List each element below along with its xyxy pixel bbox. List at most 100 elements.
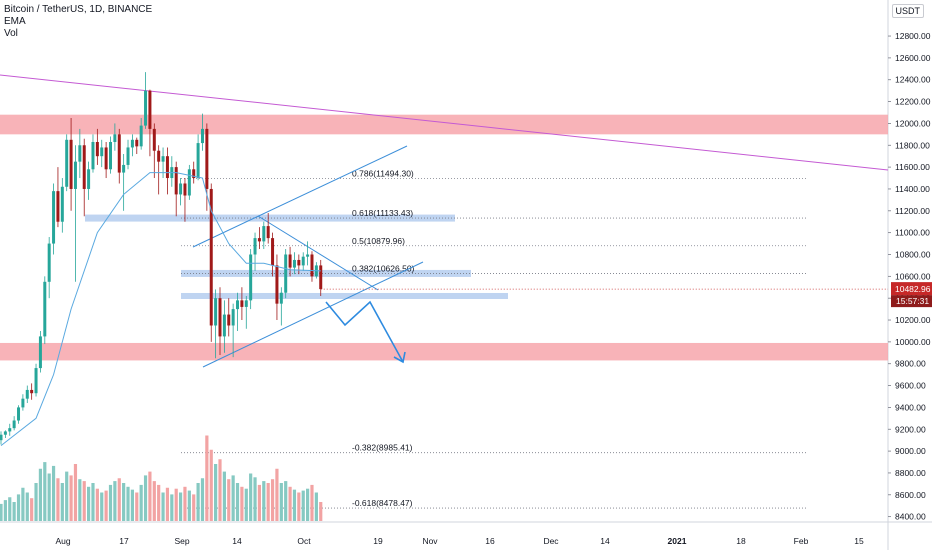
support-zone[interactable]: [0, 342, 888, 361]
candle[interactable]: [262, 221, 266, 250]
candle[interactable]: [236, 292, 240, 331]
candle[interactable]: [113, 123, 117, 151]
candle[interactable]: [38, 330, 42, 373]
candle[interactable]: [65, 134, 69, 192]
candle[interactable]: [174, 161, 178, 217]
candle[interactable]: [231, 303, 235, 358]
candle[interactable]: [222, 300, 226, 353]
candle[interactable]: [179, 178, 183, 206]
candle-body: [257, 238, 261, 242]
candle[interactable]: [34, 363, 38, 397]
candle[interactable]: [60, 178, 64, 233]
candle[interactable]: [218, 287, 222, 355]
candle[interactable]: [130, 134, 134, 157]
candle[interactable]: [148, 89, 152, 157]
volume-bar: [174, 488, 178, 521]
support-blue-zone[interactable]: [181, 292, 508, 299]
candle[interactable]: [17, 405, 21, 424]
candle[interactable]: [56, 167, 60, 228]
candle[interactable]: [12, 416, 16, 431]
candle[interactable]: [69, 117, 73, 211]
candle[interactable]: [30, 383, 34, 400]
candle-body: [306, 254, 310, 257]
ema-legend[interactable]: EMA: [4, 16, 26, 27]
candle[interactable]: [301, 252, 305, 271]
candle[interactable]: [297, 254, 301, 275]
candle[interactable]: [240, 287, 244, 321]
candle-body: [69, 139, 73, 189]
ema-line[interactable]: [0, 172, 321, 447]
candle[interactable]: [257, 227, 261, 250]
candle[interactable]: [95, 128, 99, 165]
candle[interactable]: [87, 161, 91, 200]
y-tick-label: 10800.00: [895, 249, 931, 259]
currency-badge[interactable]: USDT: [891, 4, 924, 18]
candle[interactable]: [78, 128, 82, 179]
channel-lower-line[interactable]: [202, 261, 424, 368]
candle[interactable]: [271, 232, 275, 277]
candle[interactable]: [104, 141, 108, 179]
candle-body: [38, 336, 42, 369]
candle[interactable]: [200, 113, 204, 151]
candle[interactable]: [91, 134, 95, 173]
candle[interactable]: [306, 241, 310, 266]
candle[interactable]: [135, 137, 139, 155]
candle[interactable]: [82, 138, 86, 217]
candle[interactable]: [0, 431, 3, 445]
candle[interactable]: [284, 249, 288, 299]
candle-body: [3, 431, 7, 435]
candle[interactable]: [161, 147, 165, 179]
candle[interactable]: [122, 154, 126, 211]
wedge-top-line[interactable]: [257, 215, 379, 291]
fib-zone-618[interactable]: [85, 214, 455, 222]
projection-path[interactable]: [325, 300, 404, 363]
candle[interactable]: [100, 139, 104, 168]
candle[interactable]: [319, 259, 323, 296]
candle-body: [174, 167, 178, 195]
candle-body: [8, 428, 12, 432]
channel-upper-line[interactable]: [192, 145, 408, 248]
candle-body: [214, 298, 218, 326]
candle[interactable]: [117, 128, 121, 184]
candle[interactable]: [8, 423, 12, 436]
candle[interactable]: [52, 183, 56, 255]
candle[interactable]: [279, 287, 283, 326]
resistance-zone[interactable]: [0, 114, 888, 135]
candle[interactable]: [3, 430, 7, 438]
candle[interactable]: [43, 276, 47, 345]
candle-body: [82, 145, 86, 189]
candle[interactable]: [244, 295, 248, 329]
candle[interactable]: [192, 161, 196, 184]
candle[interactable]: [157, 145, 161, 195]
candle[interactable]: [253, 232, 257, 271]
candle[interactable]: [275, 254, 279, 321]
candle[interactable]: [73, 145, 77, 282]
vol-legend[interactable]: Vol: [4, 28, 18, 39]
candle[interactable]: [249, 249, 253, 310]
candle[interactable]: [187, 164, 191, 200]
candle[interactable]: [165, 147, 169, 195]
candle[interactable]: [227, 298, 231, 337]
candle[interactable]: [152, 123, 156, 179]
candle[interactable]: [183, 178, 187, 222]
candle[interactable]: [144, 72, 148, 129]
candle[interactable]: [139, 117, 143, 150]
candle[interactable]: [196, 134, 200, 181]
candle[interactable]: [21, 394, 25, 411]
candle[interactable]: [266, 212, 270, 244]
symbol-title[interactable]: Bitcoin / TetherUS, 1D, BINANCE: [4, 4, 153, 15]
candle[interactable]: [25, 385, 29, 404]
candle[interactable]: [310, 251, 314, 282]
candle[interactable]: [47, 237, 51, 299]
candle[interactable]: [109, 136, 112, 174]
candle[interactable]: [126, 139, 130, 170]
candle-body: [139, 125, 143, 147]
price-tag[interactable]: [891, 282, 932, 296]
candle[interactable]: [214, 289, 218, 359]
long-trend-line[interactable]: [0, 74, 889, 171]
candle[interactable]: [170, 156, 174, 187]
candle[interactable]: [292, 252, 296, 275]
candle[interactable]: [288, 246, 292, 277]
